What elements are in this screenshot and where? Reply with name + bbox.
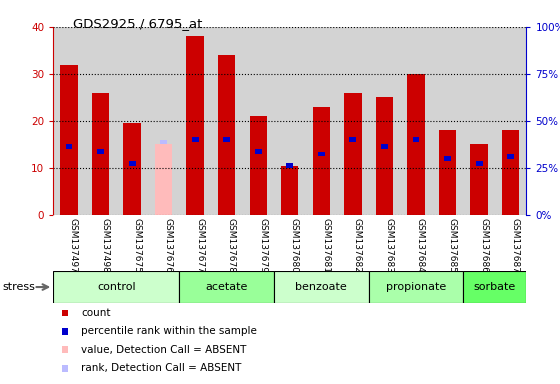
Bar	[186, 36, 204, 215]
FancyBboxPatch shape	[368, 271, 463, 303]
Bar	[475, 161, 483, 166]
Text: GSM137675: GSM137675	[132, 218, 141, 273]
Bar	[349, 137, 356, 142]
Text: sorbate: sorbate	[474, 282, 516, 292]
Bar	[495, 27, 526, 215]
Text: control: control	[97, 282, 136, 292]
Bar	[413, 137, 419, 142]
Text: GSM137684: GSM137684	[416, 218, 425, 273]
Bar	[432, 27, 463, 215]
Text: propionate: propionate	[386, 282, 446, 292]
Bar	[318, 152, 325, 156]
FancyBboxPatch shape	[53, 271, 179, 303]
Text: benzoate: benzoate	[296, 282, 347, 292]
Bar	[160, 140, 167, 144]
Text: stress: stress	[3, 282, 36, 292]
Text: GSM137497: GSM137497	[69, 218, 78, 273]
Bar	[66, 144, 72, 149]
Bar	[211, 27, 242, 215]
Text: GSM137683: GSM137683	[385, 218, 394, 273]
Text: rank, Detection Call = ABSENT: rank, Detection Call = ABSENT	[81, 363, 241, 373]
Bar	[129, 161, 136, 166]
Bar	[85, 27, 116, 215]
Bar	[97, 149, 104, 154]
Bar	[255, 149, 262, 154]
Bar	[53, 27, 85, 215]
Bar	[218, 55, 235, 215]
Bar	[337, 27, 368, 215]
Text: GSM137682: GSM137682	[353, 218, 362, 273]
Bar	[281, 166, 298, 215]
Text: percentile rank within the sample: percentile rank within the sample	[81, 326, 257, 336]
Bar	[507, 154, 514, 159]
Bar	[444, 156, 451, 161]
Bar	[250, 116, 267, 215]
Bar	[242, 27, 274, 215]
Bar	[463, 27, 495, 215]
Text: GSM137687: GSM137687	[511, 218, 520, 273]
Bar	[148, 27, 179, 215]
Bar	[344, 93, 362, 215]
Bar	[407, 74, 424, 215]
FancyBboxPatch shape	[179, 271, 274, 303]
Text: GSM137685: GSM137685	[447, 218, 456, 273]
Bar	[439, 131, 456, 215]
FancyBboxPatch shape	[463, 271, 526, 303]
Text: acetate: acetate	[206, 282, 248, 292]
Text: GSM137678: GSM137678	[227, 218, 236, 273]
Text: GSM137686: GSM137686	[479, 218, 488, 273]
Bar	[312, 107, 330, 215]
Bar	[470, 144, 488, 215]
Text: GSM137679: GSM137679	[258, 218, 267, 273]
Text: GSM137676: GSM137676	[164, 218, 172, 273]
Bar	[381, 144, 388, 149]
Bar	[502, 131, 519, 215]
Bar	[192, 137, 199, 142]
Bar	[286, 163, 293, 168]
Bar	[179, 27, 211, 215]
Text: GDS2925 / 6795_at: GDS2925 / 6795_at	[73, 17, 202, 30]
Bar	[400, 27, 432, 215]
Text: GSM137680: GSM137680	[290, 218, 299, 273]
Text: value, Detection Call = ABSENT: value, Detection Call = ABSENT	[81, 345, 246, 355]
Bar	[223, 137, 230, 142]
Bar	[92, 93, 109, 215]
Text: GSM137681: GSM137681	[321, 218, 330, 273]
Bar	[274, 27, 306, 215]
Bar	[376, 98, 393, 215]
Text: GSM137677: GSM137677	[195, 218, 204, 273]
FancyBboxPatch shape	[274, 271, 368, 303]
Bar	[306, 27, 337, 215]
Bar	[116, 27, 148, 215]
Text: GSM137498: GSM137498	[101, 218, 110, 273]
Bar	[123, 123, 141, 215]
Bar	[155, 144, 172, 215]
Bar	[60, 65, 78, 215]
Text: count: count	[81, 308, 111, 318]
Bar	[368, 27, 400, 215]
